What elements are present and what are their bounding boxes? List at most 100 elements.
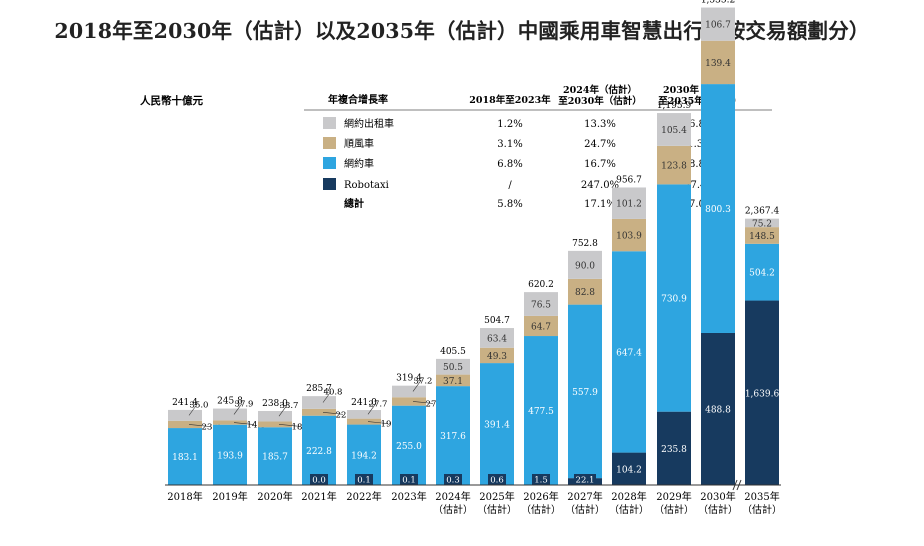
data-label: 18.6 <box>292 422 311 432</box>
bar-segment <box>480 347 514 364</box>
bar-segment <box>612 218 646 252</box>
data-label-badge <box>574 474 596 485</box>
category-label: 2023年 <box>391 490 426 503</box>
cagr-column-header: 2018年至2023年 <box>469 94 551 106</box>
total-label: 241.4 <box>172 398 198 408</box>
cagr-value: 16.7% <box>584 159 616 170</box>
data-label: 75.2 <box>752 219 772 229</box>
leader-line <box>367 403 377 415</box>
total-label: 956.7 <box>616 175 642 185</box>
bar-segment <box>213 408 247 421</box>
bar-segment <box>258 427 292 485</box>
data-label: 37.9 <box>235 399 254 409</box>
bar-segment <box>568 278 602 305</box>
data-label: 63.4 <box>487 334 507 344</box>
cagr-value: 1.2% <box>497 119 522 130</box>
bar-segment <box>657 113 691 146</box>
bar-segment <box>524 292 558 316</box>
data-label: 477.5 <box>528 407 554 417</box>
leader-line <box>322 391 332 403</box>
category-label: 2029年 <box>656 490 691 503</box>
total-label: 504.7 <box>484 316 510 326</box>
cagr-value: 247.0% <box>581 180 619 191</box>
data-label-badge <box>532 474 550 485</box>
total-label: 1,535.2 <box>701 0 735 6</box>
data-label-badge <box>355 474 373 485</box>
total-label: 405.5 <box>440 347 466 357</box>
leader-line <box>188 404 198 416</box>
bar-segment <box>701 7 735 41</box>
category-label: 2028年 <box>611 490 646 503</box>
leader-line <box>278 405 288 417</box>
bar-segment <box>701 40 735 85</box>
bar-segment <box>258 421 292 428</box>
leader-line <box>412 401 434 404</box>
data-label: 64.7 <box>531 322 551 332</box>
data-label-badge <box>400 474 418 485</box>
leader-line <box>233 403 243 415</box>
legend-swatch <box>323 178 336 190</box>
total-label: 241.0 <box>351 398 377 408</box>
cagr-value: 3.1% <box>497 139 522 150</box>
data-label: 194.2 <box>351 451 377 461</box>
bar-segment <box>302 415 336 485</box>
data-label: 35.0 <box>190 400 209 410</box>
leader-line <box>367 421 389 424</box>
cagr-header-label: 年複合增長率 <box>328 93 388 106</box>
bar-segment <box>745 218 779 228</box>
data-label: 1.5 <box>534 476 548 486</box>
category-label: 2018年 <box>167 490 202 503</box>
data-label: 14.0 <box>247 421 266 431</box>
bar-segment <box>568 250 602 279</box>
total-label: 620.2 <box>528 280 554 290</box>
cagr-value: 24.7% <box>584 139 616 150</box>
data-label: 106.7 <box>705 21 731 31</box>
category-label: （估計） <box>609 503 649 516</box>
bar-segment <box>480 363 514 485</box>
legend-label: 順風車 <box>344 137 374 150</box>
data-label: 185.7 <box>262 453 288 463</box>
total-label: 1,195.9 <box>657 101 692 111</box>
bar-segment <box>213 424 247 485</box>
legend-label: 網約出租車 <box>344 117 394 130</box>
legend-swatch <box>323 117 336 129</box>
bar-segment <box>657 411 691 485</box>
data-label: 0.1 <box>402 476 416 486</box>
bar-segment <box>436 358 470 375</box>
bar-segment <box>568 304 602 479</box>
data-label: 0.0 <box>312 476 326 486</box>
legend-swatch <box>323 137 336 149</box>
bar-segment <box>168 409 202 421</box>
data-label: 557.9 <box>572 388 598 398</box>
cagr-value: 13.3% <box>584 119 616 130</box>
leader-line <box>278 424 300 427</box>
category-label: （估計） <box>654 503 694 516</box>
category-label: （估計） <box>477 503 517 516</box>
data-label: 235.8 <box>661 445 687 455</box>
data-label: 647.4 <box>616 348 642 358</box>
data-label: 33.7 <box>280 401 299 411</box>
cagr-total-value: -7.0% <box>686 199 715 210</box>
bar-segment <box>657 145 691 185</box>
category-label: 2025年 <box>479 490 514 503</box>
bar-segment <box>701 332 735 485</box>
data-label: 19.1 <box>381 420 400 430</box>
bar-segment <box>480 328 514 348</box>
bar-segment <box>745 300 779 485</box>
cagr-value: 27.4% <box>684 180 716 191</box>
data-label-badge <box>444 474 462 485</box>
total-label: 752.8 <box>572 239 598 249</box>
legend-label: Robotaxi <box>344 180 389 191</box>
cagr-column-header: 至2030年（估計） <box>558 95 641 107</box>
cagr-column-header: 2024年（估計） <box>563 84 637 96</box>
data-label: 800.3 <box>705 205 731 215</box>
bar-segment <box>745 243 779 301</box>
bar-segment <box>392 405 426 485</box>
total-label: 238.0 <box>262 399 288 409</box>
category-label: 2020年 <box>257 490 292 503</box>
data-label: 148.5 <box>749 232 775 242</box>
bar-segment <box>657 184 691 412</box>
data-label: 50.5 <box>443 363 463 373</box>
legend-label: 網約車 <box>344 157 374 170</box>
